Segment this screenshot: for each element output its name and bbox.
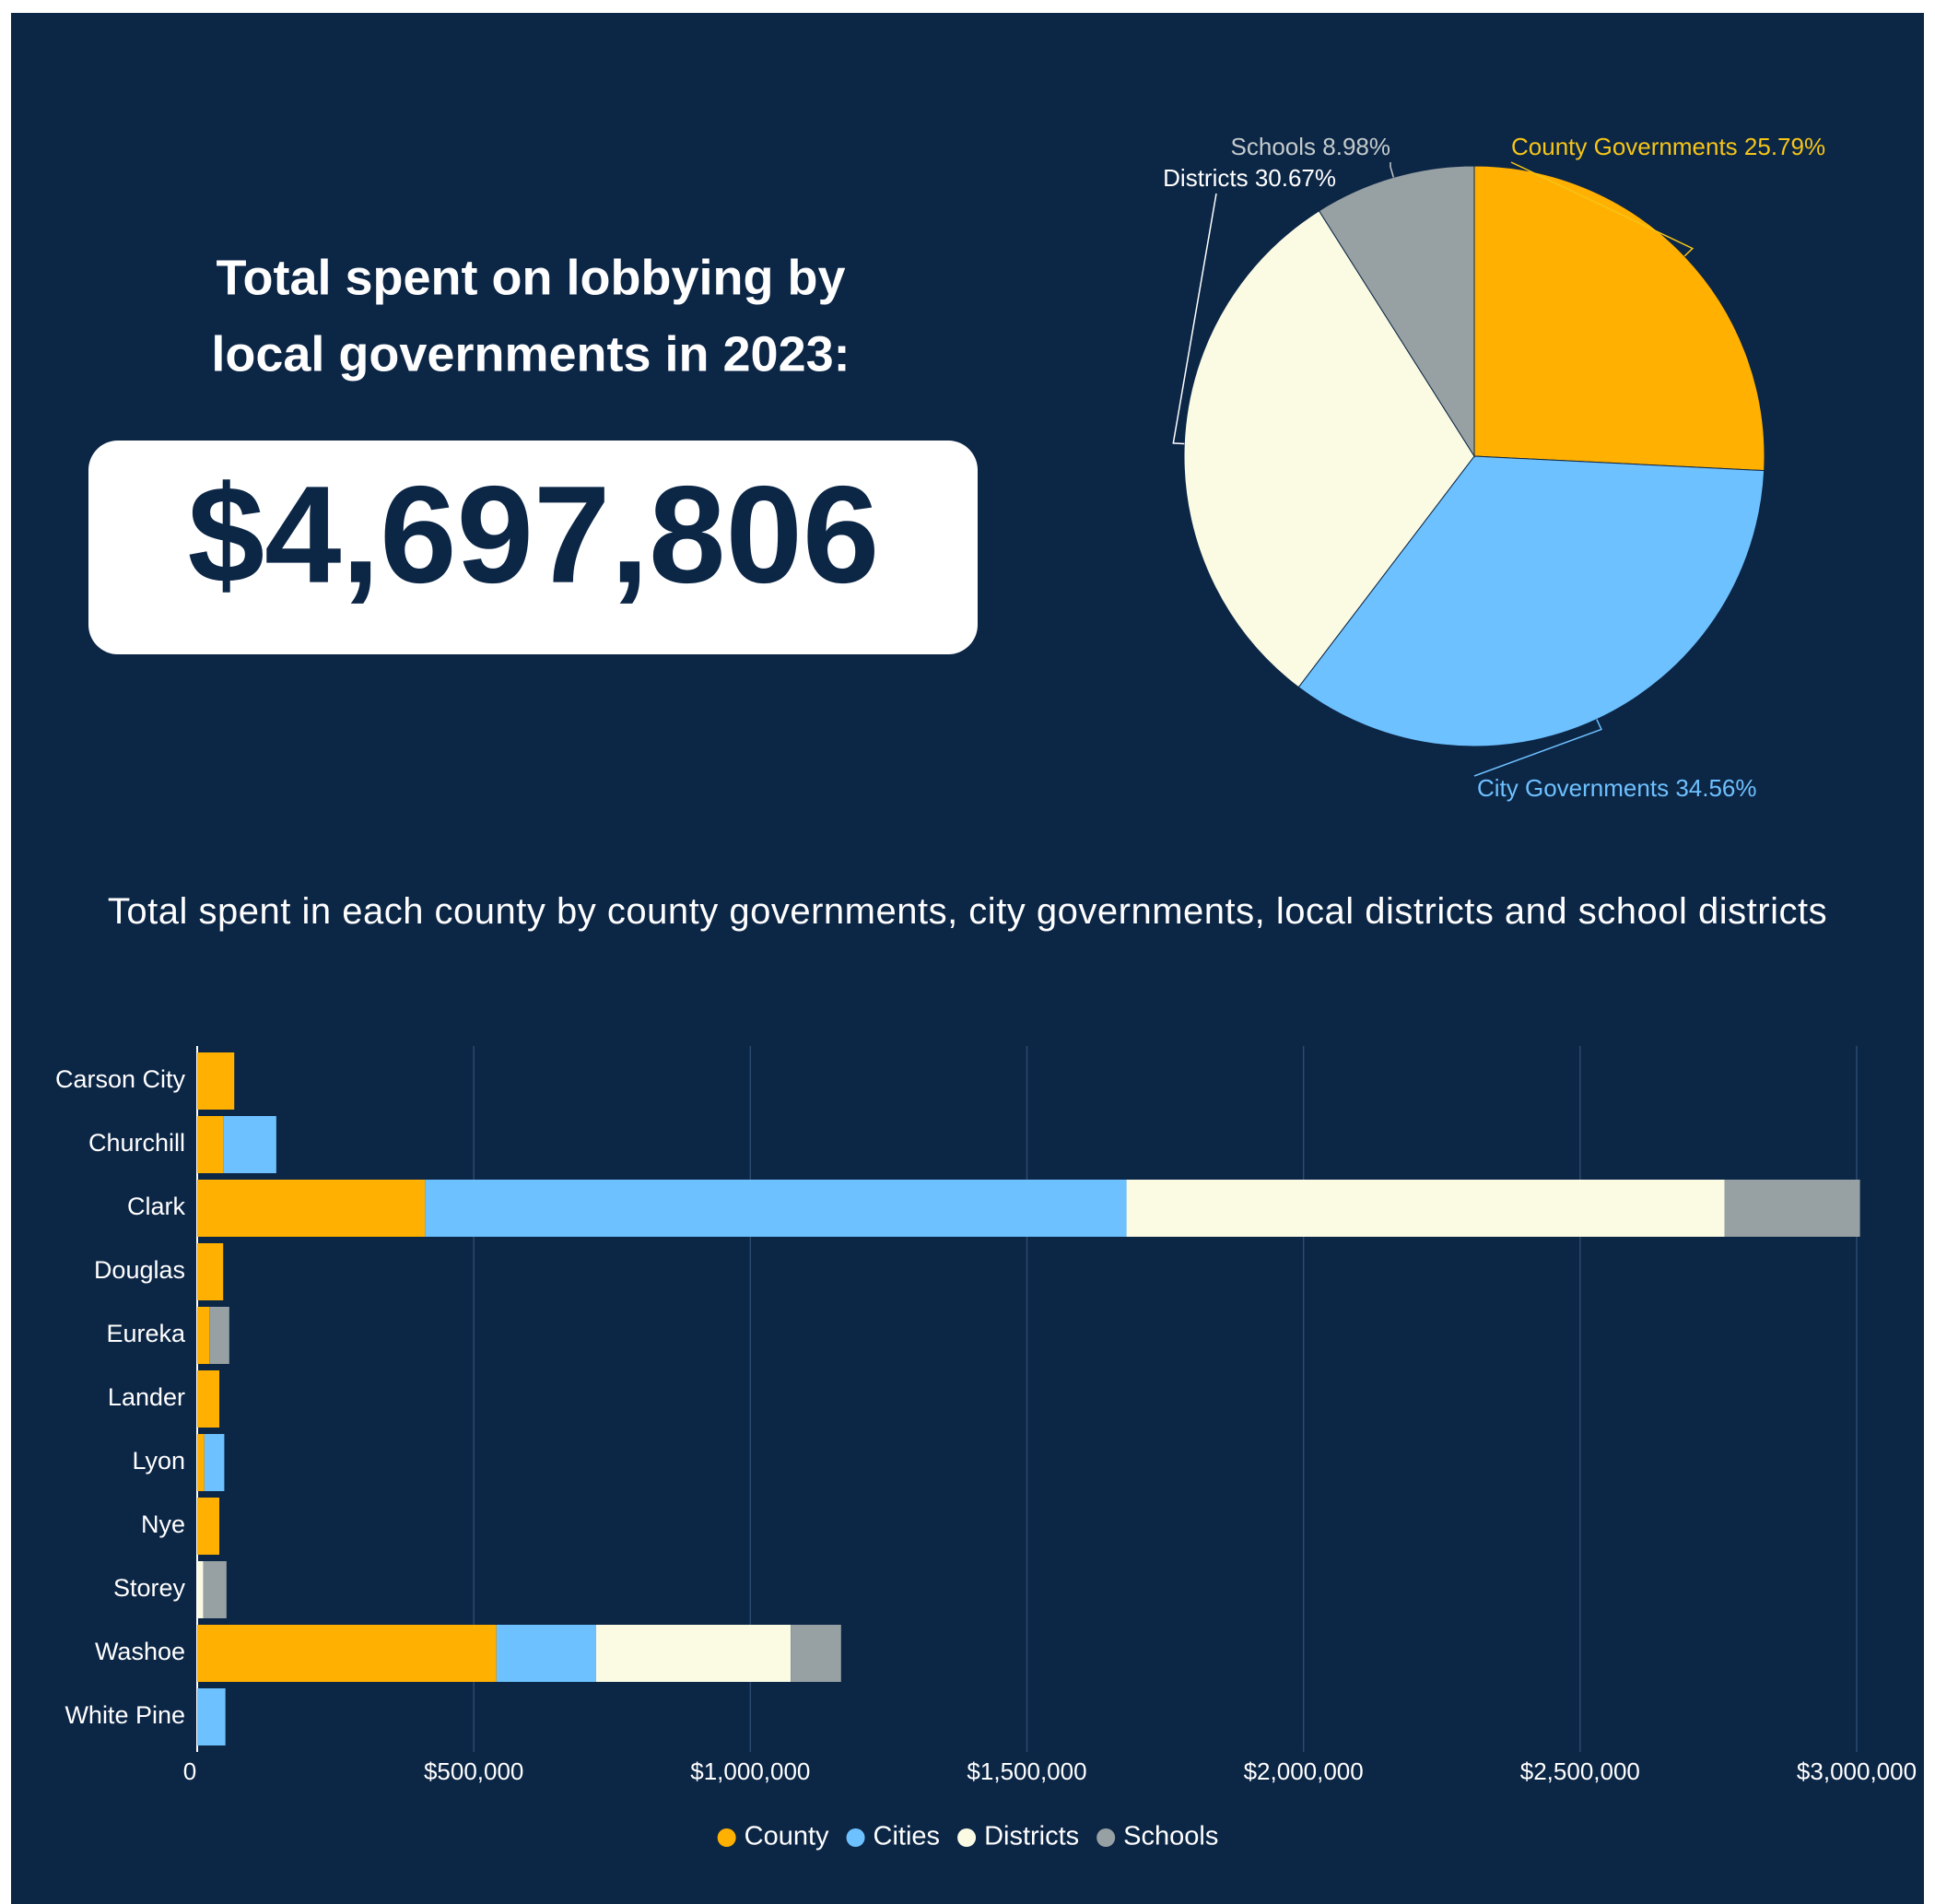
bar-segment [791,1625,841,1682]
x-tick-label: $1,500,000 [967,1757,1086,1785]
pie-slice [1473,165,1765,472]
bar-segment [1126,1180,1725,1237]
bar-segment [197,1052,235,1110]
pie-label: City Governments 34.56% [1477,774,1757,802]
bar-segment [197,1434,205,1491]
bar-segment [595,1625,792,1682]
pie-label-value: 34.56% [1675,774,1756,802]
legend-marker [717,1828,736,1847]
pie-label-value: 8.98% [1322,133,1390,160]
x-tick-label: $2,500,000 [1520,1757,1640,1785]
pie-label-value: 25.79% [1744,133,1825,160]
pie-label-name: Schools [1231,133,1317,160]
pie-label: County Governments 25.79% [1511,133,1825,160]
pie-label-name: City Governments [1477,774,1669,802]
bar-segment [197,1625,497,1682]
total-box [88,441,978,654]
pie-slice [1183,210,1475,688]
y-tick-label: Clark [127,1193,186,1220]
bar-segment [425,1180,1127,1237]
bar-segment [1724,1180,1860,1237]
legend-marker [1096,1828,1116,1847]
y-tick-label: Churchill [88,1129,185,1157]
legend-marker [846,1828,865,1847]
bar-segment [197,1370,220,1428]
bar-segment [496,1625,596,1682]
bar-chart-title: Total spent in each county by county gov… [107,891,1828,932]
pie-label-name: Districts [1163,164,1248,192]
leader-line [1473,719,1602,777]
leader-line [1510,161,1695,257]
bar-segment [197,1307,210,1364]
x-tick-label: 0 [183,1757,196,1785]
headline: local governments in 2023: [211,326,850,382]
y-tick-label: White Pine [64,1701,185,1729]
legend: County Cities Districts Schools [717,1822,1218,1851]
y-tick-label: Carson City [55,1065,186,1093]
bar-segment [223,1116,276,1173]
pie-label-name: County Governments [1511,133,1738,160]
legend-label: Schools [1123,1822,1218,1851]
bar-segment [197,1116,224,1173]
x-tick-label: $1,000,000 [690,1757,810,1785]
leader-line [1172,193,1217,445]
bar-segment [209,1307,229,1364]
bar-segment [197,1561,204,1618]
bar-segment [204,1434,225,1491]
bar-segment [197,1498,220,1555]
legend-marker [957,1828,977,1847]
bar-segment [203,1561,227,1618]
headline: Total spent on lobbying by [217,250,846,305]
bar-segment [197,1243,224,1300]
pie-slice [1318,165,1475,458]
x-tick-label: $3,000,000 [1797,1757,1917,1785]
y-tick-label: Lyon [132,1447,185,1475]
x-tick-label: $500,000 [424,1757,523,1785]
y-tick-label: Storey [113,1574,186,1602]
y-tick-label: Douglas [94,1256,185,1284]
x-tick-label: $2,000,000 [1244,1757,1364,1785]
legend-label: Cities [874,1822,941,1851]
y-tick-label: Eureka [106,1320,186,1347]
y-tick-label: Lander [108,1383,185,1411]
y-tick-label: Washoe [95,1638,185,1665]
bar-segment [197,1688,226,1745]
bar-segment [197,1180,426,1237]
pie-label: Schools 8.98% [1231,133,1390,160]
leader-line [1390,161,1395,178]
legend-label: County [745,1822,829,1851]
legend-label: Districts [984,1822,1079,1851]
pie-slice [1297,455,1765,747]
pie-label: Districts 30.67% [1163,164,1336,192]
pie-label-value: 30.67% [1255,164,1336,192]
total-value: $4,697,806 [188,457,880,612]
y-tick-label: Nye [141,1510,185,1538]
